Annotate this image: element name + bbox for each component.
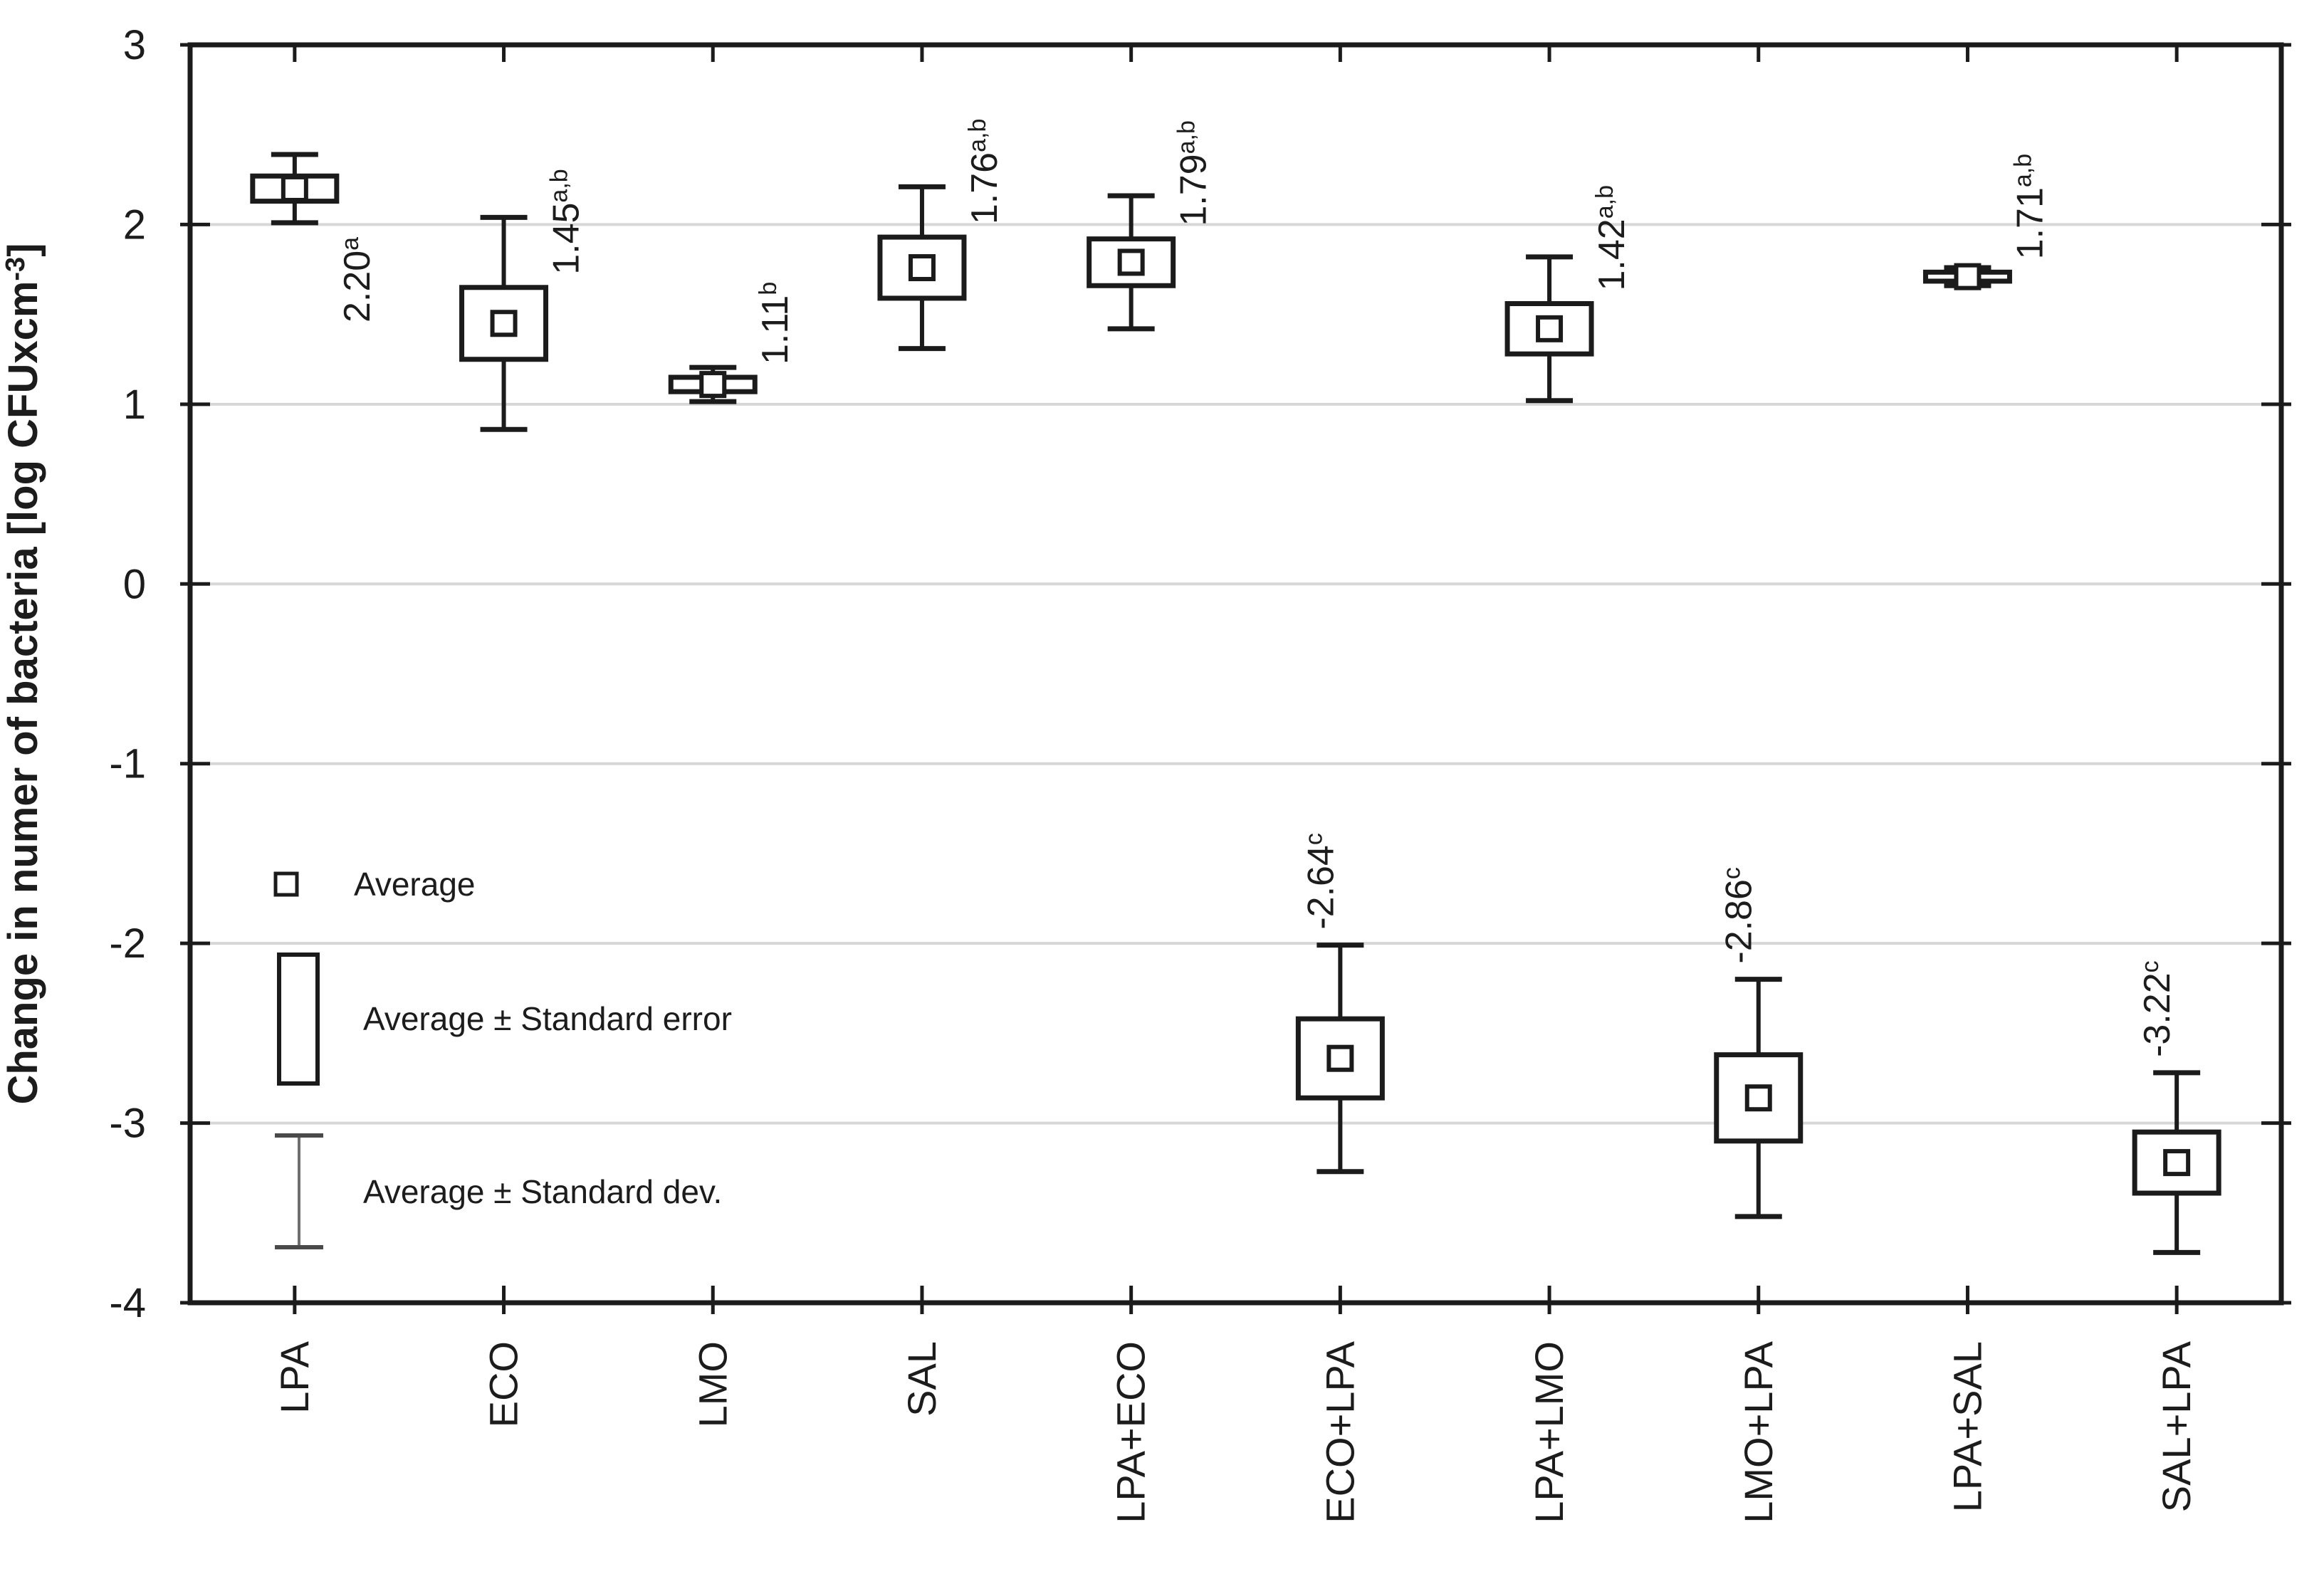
category-label: LMO+LPA xyxy=(1736,1340,1781,1523)
series-ECO: 1.45a,b xyxy=(459,169,587,432)
value-label: 1.42a,b xyxy=(1591,185,1633,290)
category-label: LMO xyxy=(690,1341,735,1427)
y-tick-label: 0 xyxy=(123,561,146,607)
category-label: ECO+LPA xyxy=(1317,1340,1362,1523)
series-LMO: 1.11b xyxy=(668,282,796,404)
value-label: 2.20a xyxy=(337,237,378,322)
y-tick-label: 3 xyxy=(123,22,146,68)
series-LPA+ECO: 1.79a,b xyxy=(1087,120,1215,332)
category-label: LPA+LMO xyxy=(1527,1341,1571,1523)
value-label: 1.71a,b xyxy=(2009,154,2051,259)
y-tick-label: 1 xyxy=(123,382,146,428)
average-marker xyxy=(1326,1044,1354,1072)
legend-average-marker xyxy=(273,871,299,897)
category-label: LPA+ECO xyxy=(1109,1341,1153,1523)
plot-frame xyxy=(187,42,2284,1306)
y-tick-label: -1 xyxy=(109,741,146,787)
series-LMO+LPA: -2.86c xyxy=(1714,867,1804,1219)
average-marker xyxy=(1744,1084,1772,1112)
average-marker xyxy=(699,371,727,399)
average-marker xyxy=(2163,1149,2191,1177)
legend-se-label: Average ± Standard error xyxy=(363,1000,732,1037)
series-LPA+SAL: 1.71a,b xyxy=(1922,154,2051,290)
value-label: 1.79a,b xyxy=(1173,120,1215,226)
value-label: -2.86c xyxy=(1719,867,1760,964)
series-ECO+LPA: -2.64c xyxy=(1295,833,1385,1175)
average-marker xyxy=(281,174,308,202)
legend: Average Average ± Standard error Average ±… xyxy=(273,866,732,1249)
y-tick-label: -2 xyxy=(109,920,146,967)
average-marker xyxy=(1536,315,1564,342)
value-label: 1.11b xyxy=(755,282,796,364)
average-marker xyxy=(490,310,518,337)
category-label: LPA xyxy=(272,1340,317,1413)
value-label: 1.45a,b xyxy=(546,169,587,274)
series-SAL: 1.76a,b xyxy=(877,119,1005,352)
y-axis-title: Change in numer of bacteria [log CFUxcm-… xyxy=(0,243,46,1104)
average-marker xyxy=(908,254,936,282)
category-label: LPA+SAL xyxy=(1944,1341,1989,1512)
se-box xyxy=(1504,300,1594,357)
value-label: 1.76a,b xyxy=(964,119,1005,224)
average-marker xyxy=(1117,248,1145,276)
y-tick-label: -4 xyxy=(109,1280,146,1326)
se-box xyxy=(1714,1052,1804,1144)
y-tick-label: 2 xyxy=(123,201,146,248)
average-marker xyxy=(1954,263,1982,290)
legend-sd-label: Average ± Standard dev. xyxy=(363,1173,722,1210)
category-label: SAL xyxy=(899,1341,944,1417)
category-label: SAL+LPA xyxy=(2154,1340,2199,1512)
legend-average-label: Average xyxy=(354,866,476,903)
legend-se-box xyxy=(277,953,320,1086)
value-label: -3.22c xyxy=(2137,960,2178,1057)
category-label: ECO xyxy=(481,1341,526,1427)
value-label: -2.64c xyxy=(1300,833,1341,930)
series-LPA: 2.20a xyxy=(250,152,378,322)
series-SAL+LPA: -3.22c xyxy=(2132,960,2221,1255)
y-tick-label: -3 xyxy=(109,1101,146,1147)
series-LPA+LMO: 1.42a,b xyxy=(1504,185,1633,404)
